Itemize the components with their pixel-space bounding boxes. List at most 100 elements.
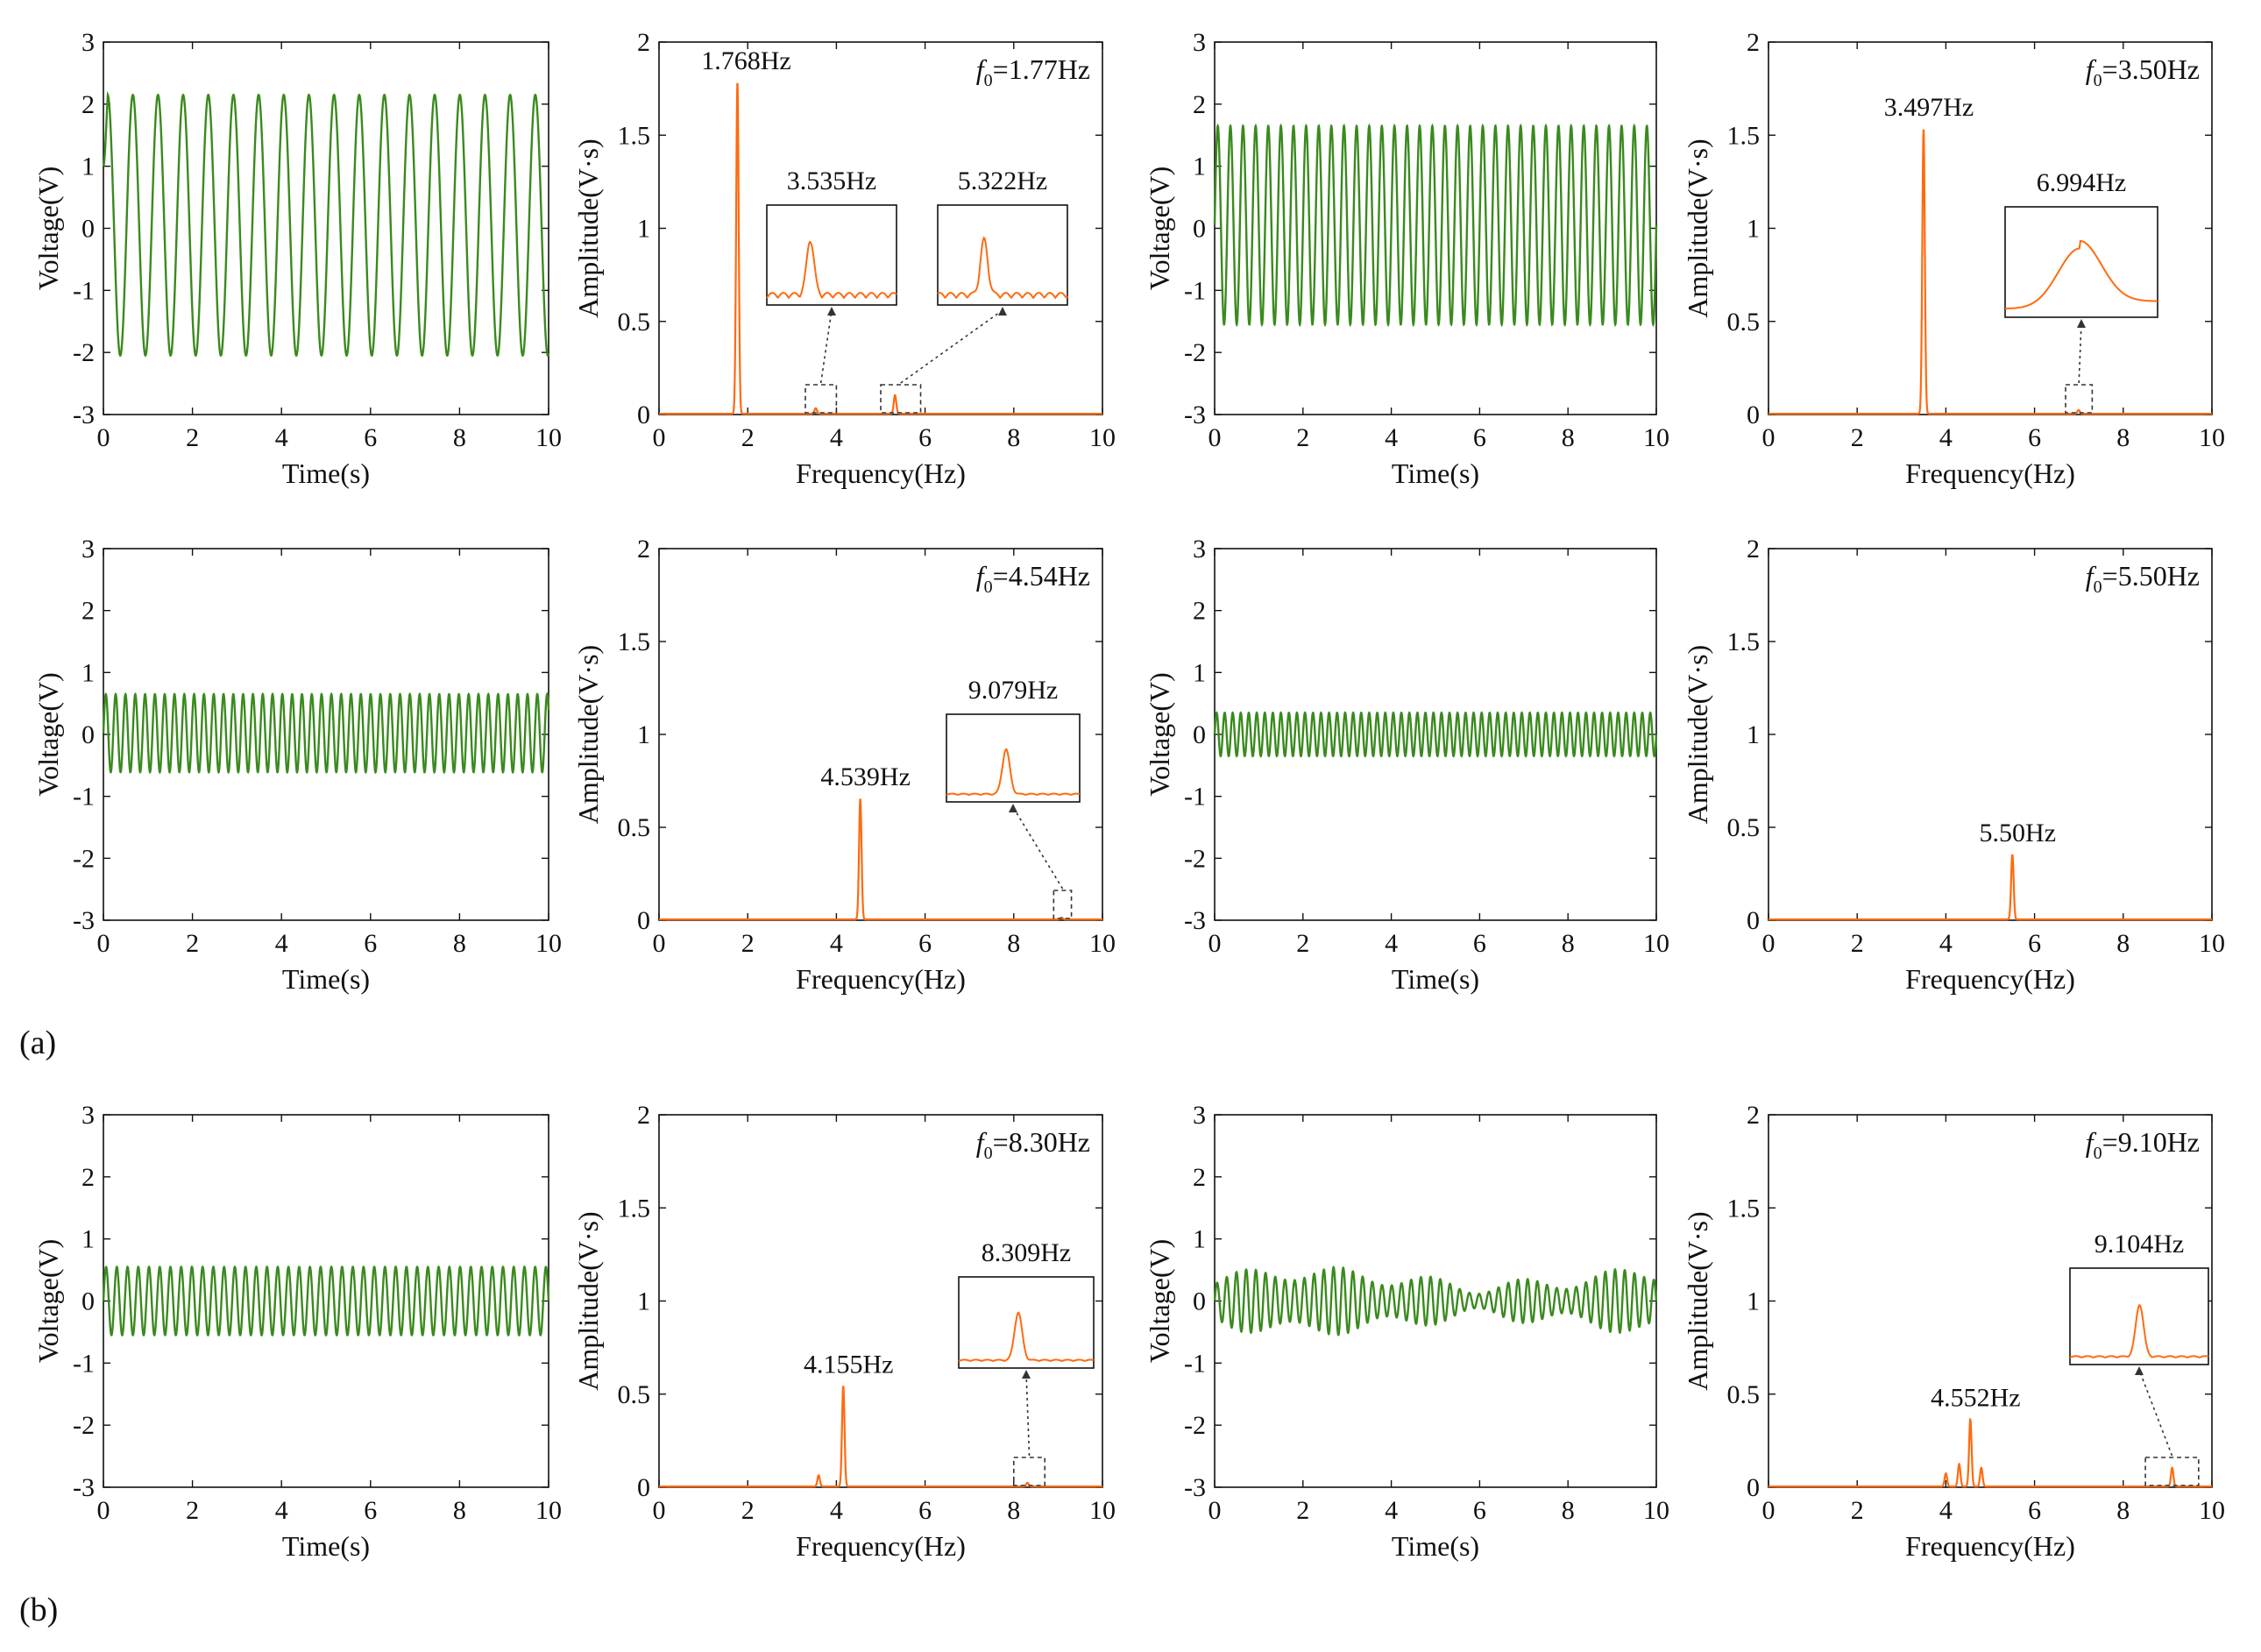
x-tick-label: 8 [453, 929, 466, 958]
x-tick-label: 4 [1939, 929, 1953, 958]
inset-arrowhead [2135, 1366, 2144, 1375]
x-tick-label: 8 [1007, 1496, 1020, 1525]
inset-arrowhead [998, 307, 1007, 316]
series-line-voltage [102, 691, 550, 775]
x-tick-label: 6 [2028, 423, 2041, 452]
x-tick-label: 0 [653, 929, 666, 958]
inset-curve [958, 1311, 1095, 1363]
peak-label: 4.539Hz [820, 762, 910, 791]
x-tick-label: 4 [830, 929, 843, 958]
y-tick-label: 2 [82, 597, 95, 626]
inset-1: 9.104Hz [2069, 1230, 2209, 1486]
y-tick-label: -3 [73, 401, 95, 429]
x-tick-label: 2 [741, 929, 755, 958]
y-tick-label: 1 [637, 720, 650, 749]
y-tick-label: 1 [1747, 720, 1760, 749]
x-tick-label: 10 [2199, 423, 2225, 452]
y-tick-label: 1.5 [1727, 121, 1761, 150]
series-line-spectrum [1768, 129, 2212, 415]
y-tick-label: 3 [1193, 535, 1206, 564]
panel-s1: 0 2 4 6 8 10 0 0.5 1 1.5 2 Frequency(Hz) Amplitude(V… [572, 28, 1116, 489]
inset-marker-box [1053, 890, 1073, 919]
x-axis-label: Frequency(Hz) [796, 1530, 966, 1562]
x-axis-label: Frequency(Hz) [1905, 963, 2075, 995]
series-line-voltage [102, 1265, 550, 1337]
f0-annotation: f0=4.54Hz [976, 560, 1090, 597]
x-tick-label: 4 [830, 1496, 843, 1525]
y-axis-label: Voltage(V) [32, 167, 64, 291]
y-tick-label: 1.5 [1727, 1194, 1761, 1223]
inset-curve [2004, 239, 2158, 310]
x-tick-label: 6 [918, 929, 932, 958]
y-tick-label: 2 [1747, 28, 1760, 57]
y-tick-label: 0 [1747, 1473, 1760, 1502]
x-tick-label: 8 [2116, 1496, 2130, 1525]
x-tick-label: 2 [1851, 423, 1864, 452]
y-tick-label: 1 [82, 152, 95, 181]
x-tick-label: 8 [1007, 929, 1020, 958]
x-tick-label: 6 [918, 423, 932, 452]
series-line-voltage [1213, 123, 1658, 328]
x-tick-label: 10 [535, 929, 562, 958]
y-tick-label: -1 [1184, 783, 1206, 812]
peak-label: 4.155Hz [804, 1350, 893, 1379]
inset-marker-box [880, 384, 922, 414]
x-tick-label: 0 [1762, 1496, 1775, 1525]
x-axis-label: Time(s) [282, 457, 370, 489]
peak-label: 3.497Hz [1884, 93, 1974, 122]
x-tick-label: 2 [1296, 929, 1309, 958]
x-tick-label: 2 [1851, 929, 1864, 958]
f0-annotation: f0=3.50Hz [2086, 53, 2200, 90]
inset-marker-box [2065, 384, 2094, 414]
inset-label: 3.535Hz [787, 167, 876, 195]
x-axis-label: Time(s) [1392, 1530, 1479, 1562]
x-tick-label: 0 [97, 929, 110, 958]
y-tick-label: 0 [637, 1473, 650, 1502]
x-tick-label: 6 [2028, 929, 2041, 958]
x-tick-label: 4 [1939, 1496, 1953, 1525]
y-tick-label: 0.5 [1727, 308, 1761, 337]
inset-1: 3.535Hz [766, 167, 897, 414]
panel-t1: 0 2 4 6 8 10 -3 -2 -1 0 1 2 3 Time(s) Voltage(V) [32, 28, 562, 489]
f0-annotation: f0=5.50Hz [2086, 560, 2200, 597]
y-tick-label: -2 [73, 1411, 95, 1440]
x-axis-label: Frequency(Hz) [796, 963, 966, 995]
x-tick-label: 2 [741, 1496, 755, 1525]
x-tick-label: 6 [364, 1496, 377, 1525]
x-tick-label: 4 [1385, 929, 1398, 958]
y-tick-label: 1.5 [1727, 627, 1761, 656]
x-tick-label: 10 [1643, 929, 1669, 958]
x-axis-label: Time(s) [282, 963, 370, 995]
panel-s2: 0 2 4 6 8 10 0 0.5 1 1.5 2 Frequency(Hz) Amplitude(V… [1682, 28, 2225, 489]
inset-connector [2138, 1369, 2173, 1457]
x-tick-label: 2 [741, 423, 755, 452]
y-tick-label: 2 [1193, 90, 1206, 119]
inset-label: 6.994Hz [2037, 168, 2126, 197]
x-axis-label: Time(s) [1392, 457, 1479, 489]
y-tick-label: 1.5 [618, 121, 651, 150]
panel-label-a: (a) [19, 1025, 57, 1061]
x-tick-label: 2 [186, 423, 199, 452]
y-tick-label: 0.5 [618, 308, 651, 337]
y-tick-label: 3 [82, 1101, 95, 1130]
y-tick-label: 2 [1193, 1163, 1206, 1192]
series-line-spectrum [659, 798, 1102, 921]
inset-frame [2069, 1267, 2209, 1365]
inset-connector [819, 309, 833, 384]
y-axis-label: Amplitude(V·s) [1682, 1211, 1713, 1390]
inset-curve [2069, 1304, 2209, 1358]
x-tick-label: 8 [1562, 423, 1575, 452]
peak-label: 5.50Hz [1980, 819, 2056, 847]
y-tick-label: 2 [82, 90, 95, 119]
x-tick-label: 10 [1643, 423, 1669, 452]
y-tick-label: 1.5 [618, 627, 651, 656]
x-tick-label: 4 [830, 423, 843, 452]
y-tick-label: 1 [82, 1225, 95, 1254]
y-tick-label: -3 [73, 906, 95, 935]
y-tick-label: 0 [637, 401, 650, 429]
inset-label: 5.322Hz [958, 167, 1047, 195]
y-tick-label: -1 [73, 1349, 95, 1378]
y-tick-label: 1.5 [618, 1194, 651, 1223]
y-tick-label: 1 [1193, 658, 1206, 687]
y-tick-label: 2 [637, 535, 650, 564]
